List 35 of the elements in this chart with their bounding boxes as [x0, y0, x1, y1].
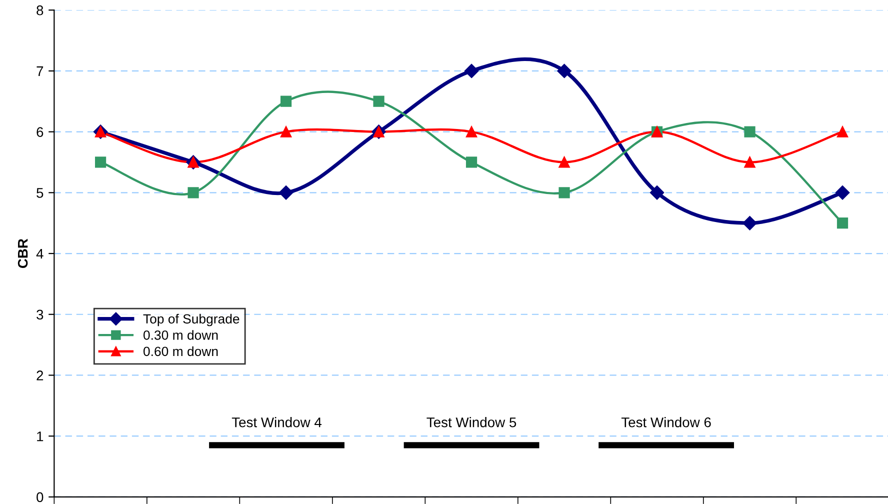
- y-tick-label: 4: [36, 248, 44, 259]
- point: [744, 156, 756, 168]
- point: [835, 186, 850, 200]
- y-tick-label: 0: [36, 492, 44, 502]
- annotation: Test Window 5: [426, 417, 516, 428]
- y-tick-label: 1: [37, 432, 44, 442]
- point: [650, 186, 664, 200]
- legend-label: Top of Subgrade: [143, 314, 240, 326]
- y-tick-label: 8: [36, 5, 44, 16]
- y-tick-label: 2: [36, 370, 44, 380]
- point: [742, 216, 757, 230]
- y-tick-label: 3: [36, 310, 44, 320]
- point: [836, 218, 848, 229]
- point: [466, 126, 478, 138]
- point: [94, 156, 106, 168]
- y-tick-label: 6: [36, 127, 44, 137]
- point: [558, 156, 570, 168]
- legend-label: 0.30 m down: [143, 330, 218, 340]
- point: [466, 156, 478, 168]
- legend-label: 0.60 m down: [143, 346, 218, 356]
- point: [188, 187, 199, 198]
- point: [464, 64, 479, 78]
- point: [836, 126, 848, 138]
- point: [557, 64, 572, 78]
- point: [373, 96, 384, 107]
- annotation: Test Window 4: [232, 417, 322, 428]
- point: [278, 186, 294, 200]
- y-tick-label: 7: [36, 66, 44, 76]
- point: [280, 126, 292, 138]
- point: [744, 126, 756, 138]
- annotation: Test Window 6: [621, 417, 711, 428]
- y-tick-label: 5: [36, 188, 44, 198]
- point: [558, 187, 570, 198]
- point: [280, 96, 292, 107]
- y-axis-title: CBR: [18, 238, 28, 268]
